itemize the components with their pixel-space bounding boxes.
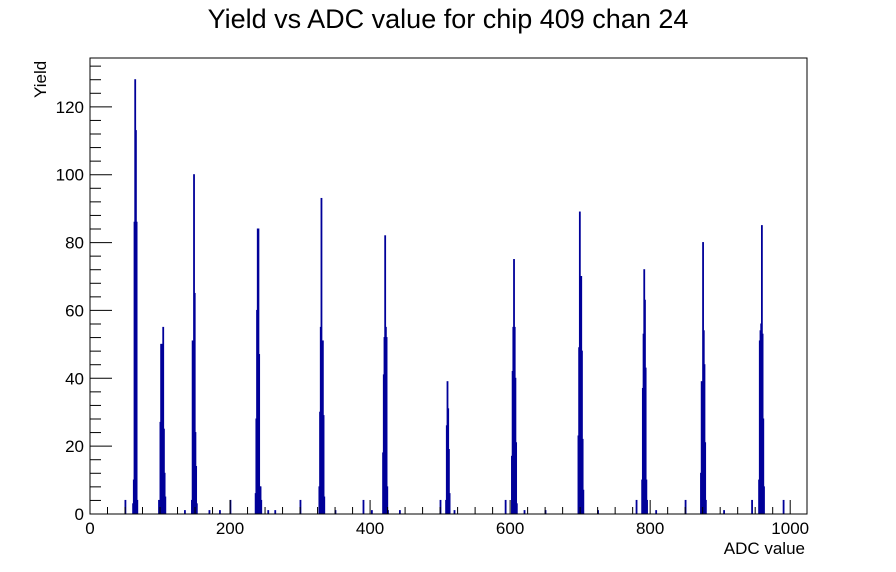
x-tick-label: 600 xyxy=(496,519,524,538)
histogram-bin xyxy=(267,510,270,515)
y-tick-label: 120 xyxy=(56,98,84,117)
axes: 0 200 400 600 800 1000 0 20 40 60 80 100 120 xyxy=(56,57,809,538)
histogram-bin xyxy=(453,510,456,515)
histogram-bin xyxy=(195,503,198,515)
histogram-bin xyxy=(362,499,365,515)
histogram-bin xyxy=(184,510,186,515)
y-tick-label: 80 xyxy=(65,234,84,253)
histogram-bin xyxy=(751,499,753,515)
histogram-bin xyxy=(723,510,725,515)
x-tick-label: 400 xyxy=(356,519,384,538)
histogram-bin xyxy=(274,510,277,515)
histogram-bin xyxy=(158,499,160,515)
histogram-bin xyxy=(448,493,451,515)
histogram-bin xyxy=(219,510,221,515)
histogram-bin xyxy=(704,499,707,515)
y-tick-label: 60 xyxy=(65,301,84,320)
y-tick-label: 0 xyxy=(75,505,84,524)
histogram-bin xyxy=(782,499,785,515)
histogram-bars xyxy=(124,79,785,515)
histogram-bin xyxy=(136,499,139,515)
x-axis-title: ADC value xyxy=(724,539,805,558)
y-axis-title: Yield xyxy=(31,61,50,98)
x-tick-label: 0 xyxy=(85,519,94,538)
histogram-bin xyxy=(515,503,518,515)
y-tick-label: 40 xyxy=(65,369,84,388)
histogram-bin xyxy=(515,442,518,515)
histogram-bin xyxy=(504,499,507,515)
x-tick-label: 1000 xyxy=(771,519,809,538)
histogram-bin xyxy=(164,496,167,515)
histogram-bin xyxy=(646,499,648,515)
histogram-bin xyxy=(323,496,326,515)
histogram-bin xyxy=(370,510,373,515)
plot-frame xyxy=(89,57,808,515)
y-tick-label: 20 xyxy=(65,437,84,456)
histogram-bin xyxy=(398,510,401,515)
y-tick-label: 100 xyxy=(56,166,84,185)
chart-title: Yield vs ADC value for chip 409 chan 24 xyxy=(207,4,689,34)
histogram-bin xyxy=(655,510,658,515)
histogram-bin xyxy=(635,499,638,515)
histogram-bin xyxy=(582,489,585,515)
x-tick-label: 200 xyxy=(216,519,244,538)
histogram-bin xyxy=(208,510,211,515)
histogram-bin xyxy=(523,510,526,515)
histogram-bin xyxy=(135,221,138,515)
x-tick-label: 800 xyxy=(636,519,664,538)
histogram-bin xyxy=(260,499,263,515)
histogram-bin xyxy=(763,486,765,515)
